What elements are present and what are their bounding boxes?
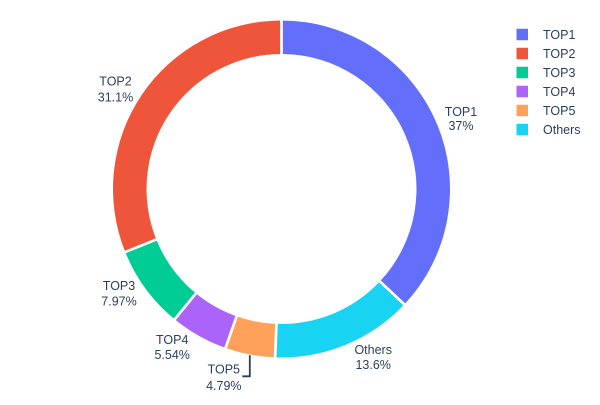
svg-text:TOP5: TOP5: [208, 363, 240, 377]
svg-text:TOP3: TOP3: [103, 279, 135, 293]
svg-text:Others: Others: [543, 123, 581, 137]
svg-text:Others: Others: [354, 343, 392, 357]
svg-text:5.54%: 5.54%: [154, 348, 189, 362]
svg-text:TOP2: TOP2: [99, 75, 131, 89]
svg-text:TOP2: TOP2: [543, 47, 575, 61]
svg-text:31.1%: 31.1%: [98, 91, 133, 105]
svg-text:TOP4: TOP4: [543, 85, 575, 99]
svg-text:7.97%: 7.97%: [101, 294, 136, 308]
svg-text:TOP4: TOP4: [156, 333, 188, 347]
svg-text:TOP1: TOP1: [445, 105, 477, 119]
svg-text:4.79%: 4.79%: [206, 379, 241, 393]
svg-text:TOP1: TOP1: [543, 28, 575, 42]
svg-text:TOP3: TOP3: [543, 66, 575, 80]
svg-text:13.6%: 13.6%: [355, 358, 390, 372]
svg-text:TOP5: TOP5: [543, 104, 575, 118]
svg-text:37%: 37%: [448, 119, 473, 133]
